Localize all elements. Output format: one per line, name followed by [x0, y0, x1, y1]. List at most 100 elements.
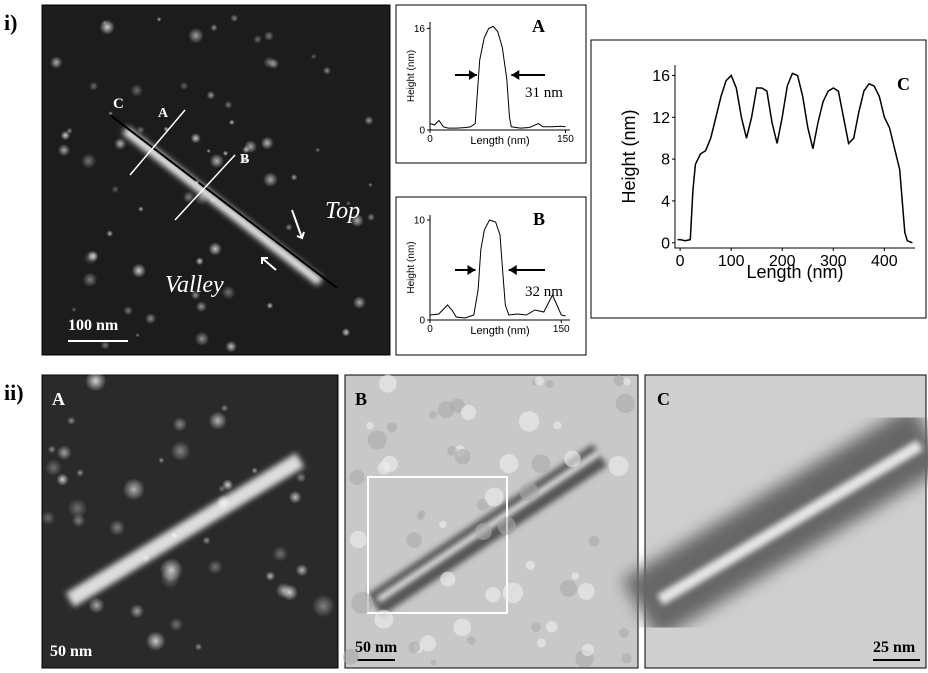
- panel-label: C: [657, 389, 670, 409]
- particle: [194, 180, 199, 185]
- particle: [146, 631, 166, 651]
- arrow-head: [469, 70, 477, 80]
- particle: [289, 491, 302, 504]
- particle: [136, 333, 140, 337]
- particle: [440, 572, 455, 587]
- particle: [315, 148, 320, 153]
- particle: [196, 257, 204, 265]
- x-tick-label: 0: [427, 324, 433, 335]
- particle: [100, 19, 115, 34]
- panel-label: A: [532, 16, 545, 36]
- particle: [311, 53, 317, 59]
- particle: [101, 340, 110, 349]
- particle: [137, 126, 145, 134]
- particle: [455, 449, 470, 464]
- annotation: Valley: [165, 272, 224, 298]
- axis: [675, 65, 915, 248]
- particle: [71, 307, 76, 312]
- scale-label: 50 nm: [355, 639, 398, 656]
- particle: [619, 628, 629, 638]
- particle: [261, 137, 274, 150]
- particle: [430, 659, 436, 665]
- particle: [123, 306, 133, 316]
- part-label: ii): [4, 380, 24, 405]
- particle: [342, 328, 351, 337]
- particle: [130, 604, 144, 618]
- particle: [553, 421, 561, 429]
- x-tick-label: 150: [553, 324, 570, 335]
- x-axis-label: Length (nm): [746, 262, 843, 282]
- particle: [429, 411, 437, 419]
- particle: [531, 623, 540, 632]
- particle: [263, 56, 275, 68]
- particle: [102, 20, 107, 25]
- particle: [578, 583, 595, 600]
- y-tick-label: 4: [661, 194, 670, 211]
- particle: [285, 224, 292, 231]
- particle: [190, 133, 200, 143]
- particle: [56, 473, 68, 485]
- particle: [499, 454, 518, 473]
- x-axis-label: Length (nm): [470, 135, 529, 147]
- particle: [173, 417, 188, 432]
- y-axis-label: Height (nm): [619, 109, 639, 203]
- particle: [564, 451, 581, 468]
- particle: [520, 482, 539, 501]
- particle: [467, 636, 476, 645]
- particle: [132, 264, 146, 278]
- y-tick-label: 12: [652, 110, 670, 127]
- particle: [343, 649, 359, 665]
- panel-label: A: [52, 389, 65, 409]
- particle: [222, 479, 233, 490]
- particle: [485, 587, 500, 602]
- particle: [420, 635, 436, 651]
- particle: [209, 154, 224, 169]
- particle: [609, 456, 629, 476]
- particle: [68, 499, 88, 519]
- particle: [225, 341, 237, 353]
- particle: [196, 301, 207, 312]
- particle: [229, 119, 235, 125]
- afm-image: [42, 5, 390, 355]
- particle: [194, 191, 209, 206]
- particle: [571, 572, 579, 580]
- particle: [50, 56, 62, 68]
- particle: [114, 138, 126, 150]
- particle: [41, 511, 55, 525]
- particle: [589, 536, 600, 547]
- particle: [188, 28, 204, 44]
- particle: [366, 422, 374, 430]
- particle: [387, 422, 397, 432]
- line-label: C: [113, 96, 124, 112]
- y-tick-label: 10: [414, 216, 426, 227]
- y-tick-label: 8: [661, 152, 670, 169]
- particle: [408, 642, 420, 654]
- x-tick-label: 0: [676, 253, 685, 270]
- x-tick-label: 0: [427, 134, 433, 145]
- y-tick-label: 0: [419, 126, 425, 137]
- particle: [143, 555, 151, 563]
- particle: [531, 454, 550, 473]
- particle: [123, 478, 145, 500]
- particle: [67, 416, 76, 425]
- particle: [206, 91, 215, 100]
- scale-label: 50 nm: [50, 643, 93, 660]
- panel-label: B: [355, 389, 367, 409]
- particle: [223, 151, 228, 156]
- part-label: i): [4, 10, 17, 35]
- particle: [461, 405, 476, 420]
- particle: [111, 186, 119, 194]
- particle: [88, 597, 104, 613]
- particle: [350, 531, 367, 548]
- arrow-head: [509, 265, 517, 275]
- particle: [209, 411, 227, 429]
- particle: [130, 84, 143, 97]
- particle: [170, 441, 190, 461]
- particle: [207, 149, 211, 153]
- particle: [545, 380, 553, 388]
- particle: [157, 17, 162, 22]
- width-annotation: 31 nm: [525, 85, 563, 101]
- width-annotation: 32 nm: [525, 284, 563, 300]
- afm-image: [640, 375, 928, 668]
- particle: [453, 619, 471, 637]
